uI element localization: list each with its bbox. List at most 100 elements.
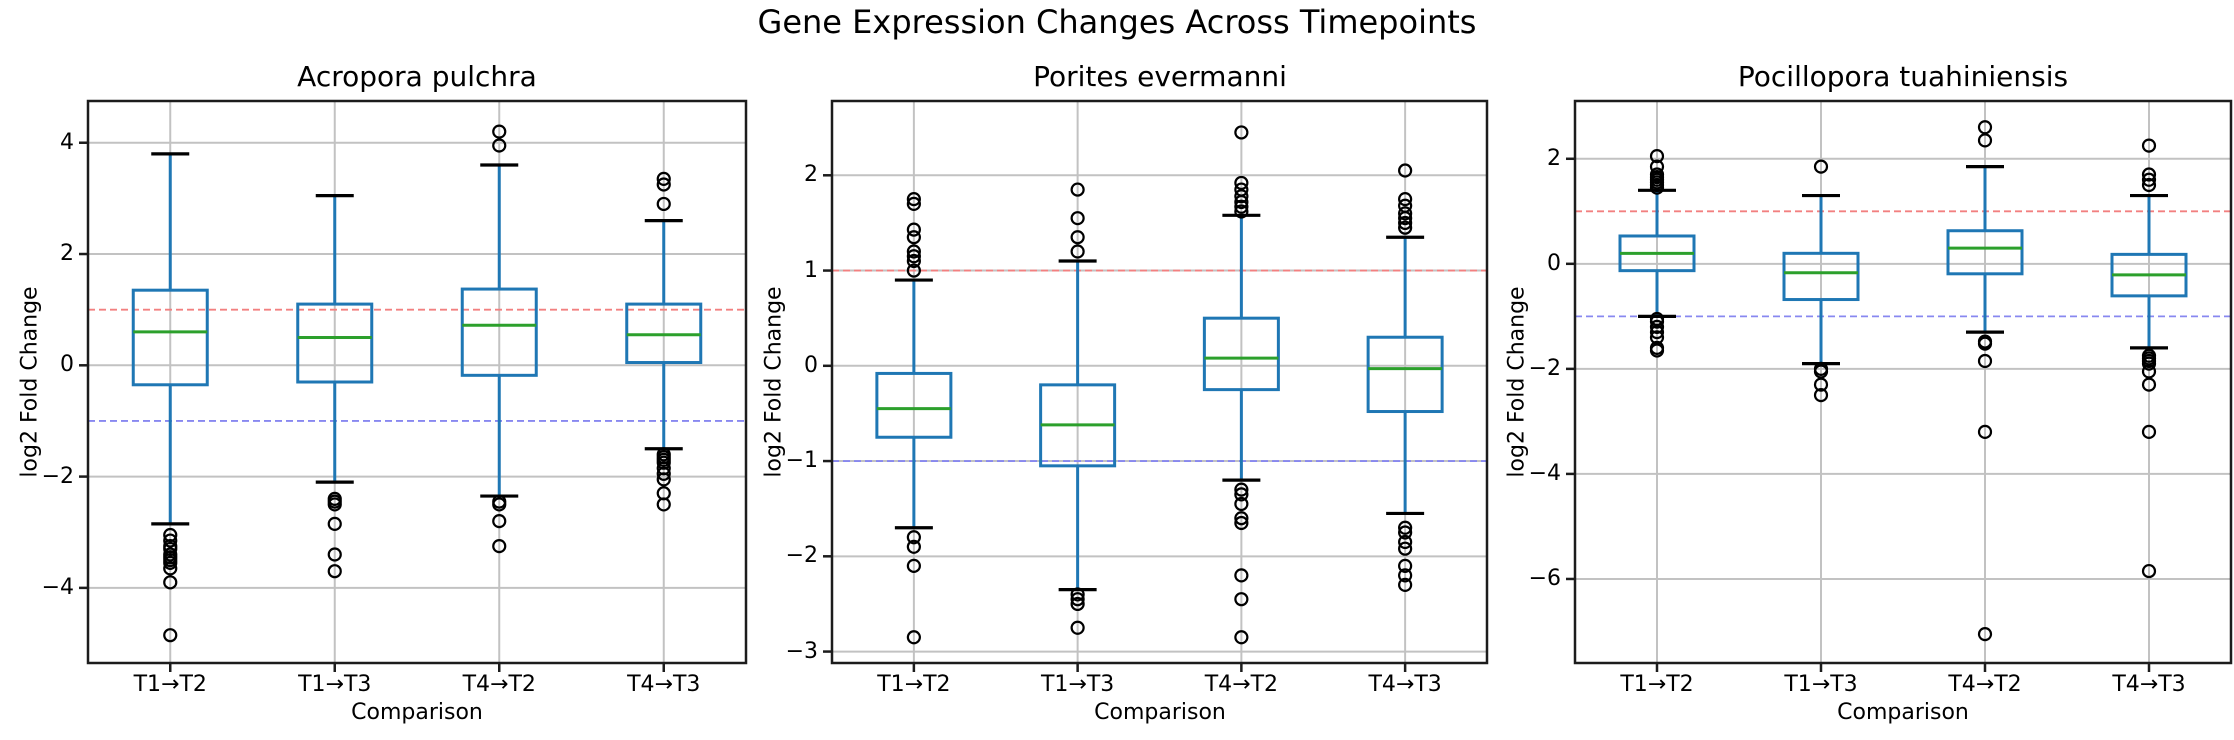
outlier-point: [1398, 568, 1413, 583]
outlier-point: [1649, 159, 1665, 174]
outlier-point: [1649, 167, 1665, 182]
box-iqr: [1946, 229, 2024, 276]
y-tick-label: −6: [1528, 565, 1561, 591]
outlier-point: [1398, 192, 1413, 207]
outlier-point: [1813, 364, 1829, 379]
outlier-point: [1977, 120, 1993, 135]
outlier-point: [1234, 592, 1249, 607]
outlier-point: [1234, 199, 1249, 214]
outlier-point: [1813, 159, 1829, 174]
y-tick-label: 1: [804, 257, 818, 283]
outlier-point: [1398, 198, 1413, 213]
outlier-point: [1977, 353, 1993, 369]
outlier-point: [906, 558, 921, 573]
outlier-point: [1234, 511, 1249, 526]
outlier-point: [1070, 587, 1085, 602]
outlier-point: [1234, 204, 1249, 219]
box-iqr: [875, 371, 953, 439]
axes-spine: [86, 99, 748, 665]
outlier-point: [1398, 541, 1413, 556]
y-tick-label: −2: [785, 543, 818, 569]
outlier-point: [1398, 215, 1413, 231]
y-tick-label: −4: [1528, 460, 1561, 486]
outlier-point: [492, 497, 507, 512]
outlier-point: [906, 192, 921, 207]
outlier-point: [1398, 577, 1413, 592]
outlier-point: [1234, 482, 1249, 497]
outlier-point: [1398, 558, 1413, 573]
x-tick-label: T4→T3: [627, 672, 701, 697]
outlier-point: [163, 561, 178, 576]
axes-spine: [1573, 99, 2233, 665]
outlier-point: [1234, 496, 1249, 512]
outlier-point: [163, 533, 178, 548]
x-tick-label: T1→T3: [298, 672, 372, 697]
outlier-point: [1234, 515, 1249, 531]
outlier-point: [906, 630, 921, 645]
outlier-point: [1070, 230, 1085, 245]
outlier-point: [1649, 325, 1665, 340]
outlier-point: [1070, 620, 1085, 635]
outlier-point: [1234, 125, 1249, 140]
y-tick-label: −1: [785, 448, 818, 474]
outlier-point: [2141, 364, 2157, 379]
x-tick-label: T1→T3: [1784, 672, 1858, 697]
outlier-point: [1977, 336, 1993, 351]
outlier-point: [163, 555, 178, 570]
box-iqr: [460, 287, 538, 377]
x-tick-label: T1→T2: [1620, 672, 1694, 697]
outlier-point: [1977, 627, 1993, 642]
y-tick-label: −2: [41, 463, 74, 489]
y-tick-label: 4: [60, 129, 74, 155]
outlier-point: [1398, 520, 1413, 535]
y-tick-label: −4: [41, 574, 74, 600]
x-tick-label: T4→T2: [462, 672, 536, 697]
outlier-point: [2141, 563, 2157, 579]
y-tick-label: −3: [785, 638, 818, 664]
outlier-point: [2141, 138, 2157, 153]
outlier-point: [2141, 377, 2157, 392]
axes-spine: [830, 99, 1489, 665]
outlier-point: [906, 230, 921, 245]
outlier-point: [1234, 182, 1249, 197]
outlier-point: [906, 539, 921, 554]
outlier-point: [906, 249, 921, 264]
outlier-point: [656, 497, 671, 512]
x-tick-label: T4→T3: [1368, 672, 1442, 697]
outlier-point: [1649, 149, 1665, 164]
outlier-point: [1649, 314, 1665, 329]
outlier-point: [327, 564, 342, 579]
subplot-title-pocillopora: Pocillopora tuahiniensis: [1737, 60, 2069, 93]
y-tick-label: −2: [1528, 355, 1561, 381]
outlier-point: [2141, 356, 2157, 371]
outlier-point: [163, 628, 178, 643]
outlier-point: [1398, 163, 1413, 178]
outlier-point: [1398, 525, 1413, 540]
outlier-point: [906, 263, 921, 278]
x-tick-label: T1→T3: [1040, 672, 1115, 697]
outlier-point: [656, 177, 671, 192]
outlier-point: [1398, 534, 1413, 550]
y-tick-label: 0: [1547, 250, 1561, 276]
x-tick-label: T4→T2: [1204, 672, 1279, 697]
x-tick-label: T1→T2: [877, 672, 951, 697]
y-tick-label: 0: [804, 352, 818, 378]
outlier-point: [327, 497, 342, 512]
x-axis-label: Comparison: [1094, 700, 1226, 725]
outlier-point: [906, 244, 921, 259]
box-iqr: [1366, 335, 1444, 414]
outlier-point: [492, 539, 507, 554]
outlier-point: [492, 124, 507, 139]
outlier-point: [1977, 424, 1993, 439]
outlier-point: [656, 472, 671, 487]
box-iqr: [131, 288, 209, 387]
outlier-point: [1649, 319, 1665, 334]
outlier-point: [1649, 330, 1665, 345]
x-tick-label: T1→T2: [133, 672, 207, 697]
figure-title: Gene Expression Changes Across Timepoint…: [757, 3, 1477, 41]
outlier-point: [1234, 487, 1249, 502]
outlier-point: [656, 466, 671, 481]
outlier-point: [1649, 343, 1665, 358]
subplot-title-porites: Porites evermanni: [1033, 60, 1287, 93]
outlier-point: [906, 253, 921, 269]
